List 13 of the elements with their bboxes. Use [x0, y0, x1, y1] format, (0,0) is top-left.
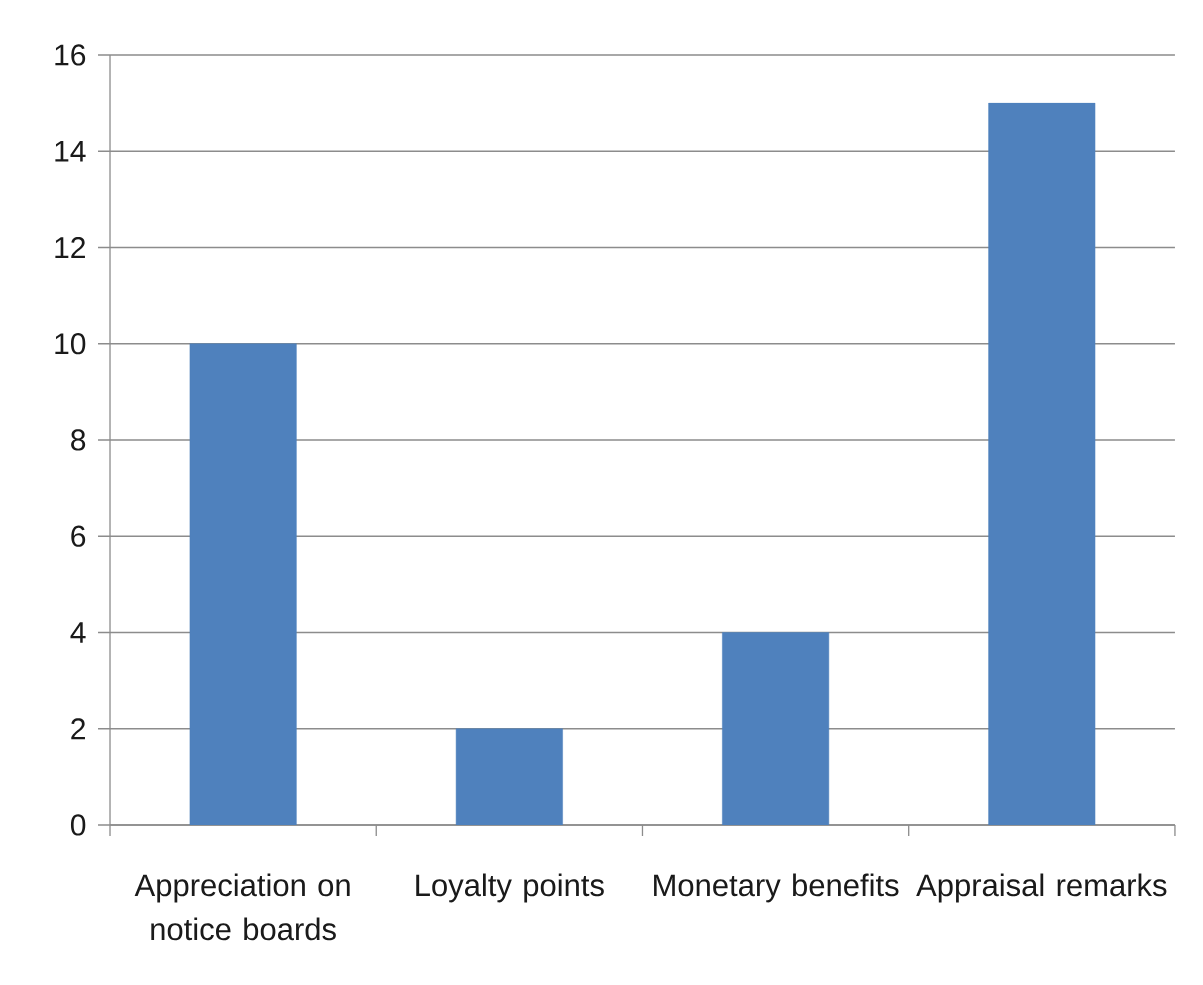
y-tick-label: 6	[71, 525, 86, 547]
x-tick-label: Appraisal remarks	[916, 873, 1167, 903]
x-tick-label: Appreciation on notice boards	[134, 873, 350, 941]
x-tick-label: Loyalty points	[416, 873, 604, 903]
y-tick-label: 8	[71, 429, 86, 451]
y-tick-label: 4	[70, 622, 86, 643]
y-tick-label: 12	[55, 237, 85, 258]
y-tick-label: 0	[70, 814, 86, 836]
y-tick-label: 10	[55, 333, 86, 355]
y-tick-label: 16	[55, 44, 86, 66]
y-tick-label: 2	[71, 718, 85, 740]
y-tick-label: 14	[55, 140, 86, 162]
x-tick-label: Monetary benefits	[654, 873, 899, 903]
